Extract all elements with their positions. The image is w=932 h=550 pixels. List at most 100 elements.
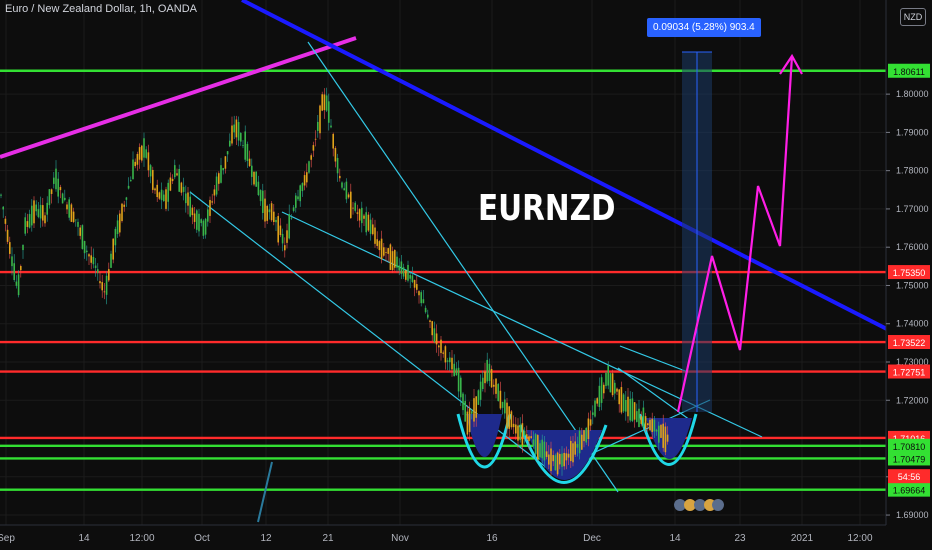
time-tick-label: 2021 — [791, 533, 814, 544]
candle-body — [548, 454, 550, 465]
time-axis[interactable]: Sep 14 12:00 Oct 12 21 Nov 16 Dec 14 23 2021 12:00 — [0, 533, 873, 544]
falling-resistance-trendline[interactable] — [241, 0, 932, 354]
event-markers[interactable] — [674, 499, 724, 511]
candle-body — [442, 352, 444, 354]
candle-body — [497, 384, 499, 401]
currency-badge[interactable]: NZD — [900, 8, 926, 26]
candle-body — [116, 220, 119, 235]
candle-body — [141, 145, 143, 161]
price-level-tag — [888, 451, 930, 466]
candle-body — [565, 453, 568, 461]
candle-body — [114, 228, 117, 246]
candle-body — [66, 204, 68, 210]
projection-arrowhead — [779, 53, 803, 75]
candle-body — [105, 275, 108, 295]
candle-body — [224, 156, 227, 169]
candle-body — [567, 453, 570, 458]
candle-body — [33, 200, 35, 224]
price-projection-path[interactable] — [676, 55, 794, 413]
candle-body — [361, 207, 363, 224]
candle-body — [297, 196, 299, 200]
candle-body — [53, 177, 55, 184]
cup-pattern-right[interactable] — [638, 413, 698, 466]
price-level-tag — [888, 364, 930, 379]
price-tick-label: 1.73000 — [896, 357, 929, 367]
candle-body — [638, 408, 640, 428]
candle-body — [42, 205, 44, 221]
event-marker[interactable] — [712, 499, 724, 511]
candle-body — [383, 247, 385, 256]
candle-body — [629, 398, 631, 421]
price-level-tags: 1.806111.753501.735221.727511.710161.708… — [888, 63, 930, 497]
candle-body — [394, 250, 396, 268]
candle-body — [446, 360, 449, 362]
time-tick-label: 16 — [486, 533, 498, 544]
candle-body — [501, 401, 504, 408]
candle-body — [180, 182, 183, 193]
candle-body — [295, 195, 297, 208]
candle-body — [281, 233, 284, 244]
candle-body — [312, 145, 315, 151]
candle-body — [460, 377, 462, 398]
candle-body — [618, 389, 620, 405]
candle-body — [264, 198, 266, 222]
cup-pattern-left[interactable] — [456, 413, 512, 469]
candle-body — [611, 373, 614, 396]
candle-body — [158, 192, 161, 199]
candle-body — [215, 176, 218, 195]
cup-pattern-middle[interactable] — [518, 424, 608, 484]
price-level-lines[interactable] — [0, 69, 886, 491]
candle-body — [405, 270, 407, 280]
candle-body — [279, 225, 282, 236]
candle-body — [512, 423, 515, 428]
candle-body — [145, 149, 147, 158]
countdown-tag — [888, 469, 930, 484]
event-marker[interactable] — [694, 499, 706, 511]
candle-body — [334, 148, 337, 162]
event-marker[interactable] — [684, 499, 696, 511]
event-marker[interactable] — [674, 499, 686, 511]
candle-body — [189, 196, 191, 217]
candle-body — [136, 154, 139, 165]
candle-body — [647, 423, 649, 426]
candle-body — [207, 209, 209, 222]
price-level-tag — [888, 335, 930, 350]
candle-body — [317, 121, 319, 131]
candle-body — [323, 94, 326, 111]
candle-body — [147, 152, 150, 171]
channel-line-upper[interactable] — [307, 41, 619, 493]
candle-body — [488, 363, 491, 381]
candle-body — [559, 453, 561, 465]
candle-body — [473, 398, 475, 422]
candle-body — [222, 167, 224, 171]
candle-body — [290, 217, 293, 219]
candle-body — [81, 225, 84, 249]
candle-body — [275, 219, 277, 223]
candle-body — [429, 320, 431, 322]
flag-line-top[interactable] — [619, 345, 689, 373]
candle-body — [545, 451, 548, 457]
candle-body — [163, 194, 165, 202]
candle-body — [449, 357, 451, 363]
candle-body — [455, 368, 458, 376]
candle-body — [301, 183, 304, 192]
candle-body — [171, 178, 174, 182]
time-tick-label: 14 — [669, 533, 681, 544]
candle-body — [57, 178, 59, 197]
candle-body — [306, 172, 308, 183]
candle-body — [490, 368, 493, 388]
price-tick-label: 1.77000 — [896, 204, 929, 214]
rising-resistance-trendline[interactable] — [0, 36, 357, 159]
candle-body — [59, 187, 62, 191]
candle-body — [400, 261, 403, 274]
candle-body — [273, 211, 275, 223]
candlesticks[interactable] — [0, 0, 678, 477]
candle-body — [9, 242, 11, 254]
candle-body — [31, 205, 33, 226]
candle-body — [627, 396, 629, 417]
candle-body — [369, 219, 372, 234]
candle-body — [39, 204, 42, 219]
candle-body — [255, 171, 257, 187]
